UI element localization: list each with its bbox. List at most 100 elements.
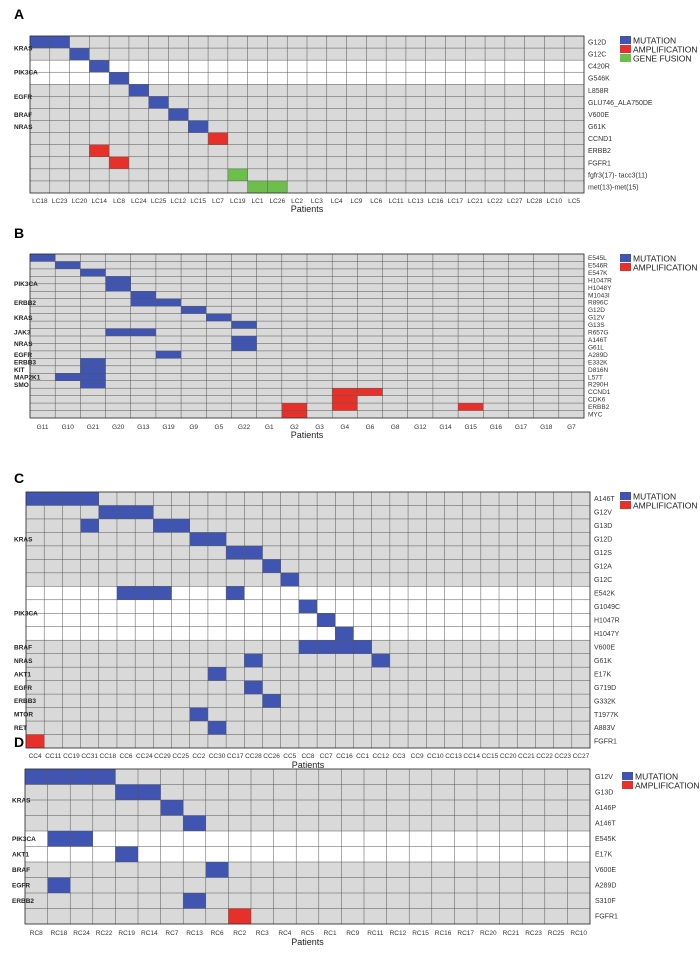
row-label: H1047Y <box>594 631 620 638</box>
cell-mutation <box>80 365 106 374</box>
patient-label: LC10 <box>547 198 563 205</box>
patient-label: G5 <box>215 424 224 431</box>
cell-mutation <box>231 321 257 329</box>
legend-swatch <box>620 36 631 44</box>
row-label: M1043I <box>588 292 610 299</box>
row-label: E542K <box>594 591 615 598</box>
patient-label: G8 <box>391 424 400 431</box>
cell-mutation <box>80 492 99 506</box>
row-label: FGFR1 <box>588 160 611 167</box>
row-band <box>26 653 590 668</box>
cell-mutation <box>115 846 138 862</box>
row-label: H1047R <box>588 277 612 284</box>
row-band <box>26 721 590 735</box>
patient-label: CC26 <box>263 753 280 760</box>
row-band <box>26 518 590 533</box>
row-label: L858R <box>588 88 609 95</box>
patient-label: RC24 <box>73 930 90 937</box>
gene-label: AKT1 <box>12 852 29 859</box>
cell-mutation <box>244 653 263 668</box>
gene-label: EGFR <box>12 883 30 890</box>
cell-mutation <box>207 667 227 681</box>
cell-mutation <box>47 769 71 785</box>
patient-label: LC6 <box>370 198 382 205</box>
patient-label: CC11 <box>45 753 62 760</box>
row-band <box>25 893 590 909</box>
patient-label: RC4 <box>278 930 291 937</box>
cell-mutation <box>30 36 50 49</box>
patient-label: CC31 <box>81 753 98 760</box>
row-band <box>25 800 590 816</box>
cell-mutation <box>183 893 206 909</box>
cell-mutation <box>155 298 182 307</box>
cell-mutation <box>153 586 172 600</box>
patient-label: LC22 <box>487 198 503 205</box>
patient-label: CC15 <box>482 753 499 760</box>
gene-label: BRAF <box>12 867 30 874</box>
cell-mutation <box>181 306 207 314</box>
patient-label: CC27 <box>573 753 590 760</box>
patient-label: LC13 <box>408 198 424 205</box>
patient-label: CC6 <box>120 753 133 760</box>
row-band <box>26 734 590 748</box>
panel-label: A <box>14 6 24 22</box>
patient-label: LC27 <box>507 198 523 205</box>
row-label: G13S <box>588 322 605 329</box>
patient-label: LC16 <box>428 198 444 205</box>
patient-label: RC12 <box>390 930 407 937</box>
cell-mutation <box>168 108 189 121</box>
row-label: G61K <box>588 124 606 131</box>
patient-label: G16 <box>490 424 503 431</box>
row-label: G12D <box>588 307 605 314</box>
cell-mutation <box>130 328 156 336</box>
cell-mutation <box>109 72 129 85</box>
gene-label: BRAF <box>14 112 32 119</box>
gene-label: ERBB3 <box>14 698 36 705</box>
cell-mutation <box>49 36 70 49</box>
patient-label: RC16 <box>435 930 452 937</box>
patient-label: G10 <box>62 424 75 431</box>
legend-swatch <box>620 263 631 271</box>
cell-mutation <box>206 313 232 322</box>
row-label: G12V <box>588 315 605 322</box>
patient-label: CC18 <box>100 753 117 760</box>
cell-mutation <box>26 492 45 506</box>
patient-label: CC19 <box>63 753 80 760</box>
patient-label: G2 <box>290 424 299 431</box>
cell-mutation <box>317 613 336 627</box>
row-label: T1977K <box>594 712 619 719</box>
row-label: E545L <box>588 255 607 262</box>
patient-label: LC12 <box>171 198 187 205</box>
row-label: E17K <box>594 671 611 678</box>
cell-mutation <box>226 545 245 560</box>
patient-label: G4 <box>340 424 349 431</box>
gene-label: KRAS <box>14 45 33 52</box>
patient-label: LC25 <box>151 198 167 205</box>
cell-amplification <box>332 395 358 404</box>
row-label: A146P <box>595 805 616 812</box>
legend-swatch <box>620 45 631 53</box>
gene-label: MAP2K1 <box>14 374 41 381</box>
row-label: L57T <box>588 374 603 381</box>
patient-label: LC17 <box>448 198 464 205</box>
legend-swatch <box>620 54 631 62</box>
cell-mutation <box>262 694 281 708</box>
patient-label: G21 <box>87 424 100 431</box>
cell-mutation <box>105 328 131 336</box>
cell-mutation <box>55 261 81 269</box>
grid-border <box>29 35 585 194</box>
gene-label: SMO <box>14 382 29 389</box>
patient-label: G19 <box>162 424 175 431</box>
cell-mutation <box>298 640 318 654</box>
cell-amplification <box>332 388 358 396</box>
row-label: ERBB2 <box>588 404 610 411</box>
patient-label: RC7 <box>165 930 178 937</box>
row-label: FGFR1 <box>595 914 618 921</box>
panel-label: B <box>14 225 24 241</box>
row-label: CCND1 <box>588 136 612 143</box>
patient-label: LC24 <box>131 198 147 205</box>
row-label: V600E <box>595 867 616 874</box>
row-band <box>26 572 590 587</box>
row-label: C420R <box>588 64 610 71</box>
legend-swatch <box>620 492 631 500</box>
